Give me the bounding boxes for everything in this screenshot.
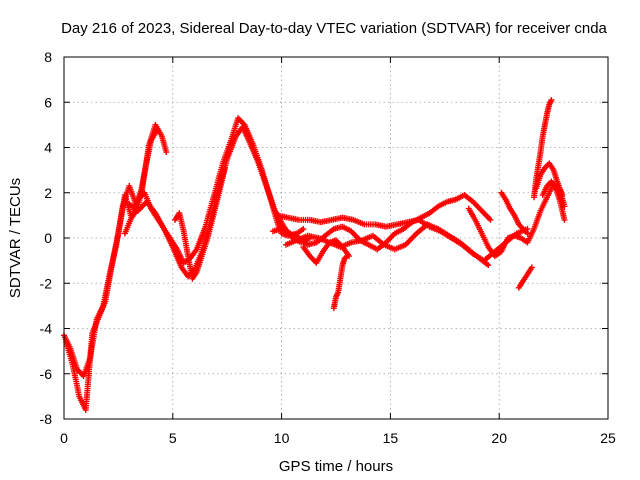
data-point xyxy=(528,264,535,271)
series-track-13 xyxy=(531,96,555,201)
y-axis-label: SDTVAR / TECUs xyxy=(7,178,24,298)
data-point xyxy=(163,149,170,156)
y-tick-label: -2 xyxy=(40,275,53,291)
series-track-15 xyxy=(539,178,568,223)
series-track-5 xyxy=(171,164,229,282)
x-tick-label: 5 xyxy=(169,430,177,446)
data-point xyxy=(342,254,349,261)
series-track-16 xyxy=(515,264,535,291)
data-point xyxy=(561,216,568,223)
axis-ticks xyxy=(63,56,609,420)
x-axis-label: GPS time / hours xyxy=(279,458,393,475)
grid-lines xyxy=(64,57,608,419)
y-tick-label: 6 xyxy=(44,94,52,110)
data-point xyxy=(559,192,566,199)
y-tick-label: 2 xyxy=(44,185,52,201)
y-tick-label: 8 xyxy=(44,49,52,65)
x-tick-labels: 0 5 10 15 20 25 xyxy=(60,430,616,446)
x-tick-label: 15 xyxy=(383,430,399,446)
data-point xyxy=(524,230,531,237)
data-marks xyxy=(61,96,568,413)
series-track-14 xyxy=(533,160,566,199)
series-track-10 xyxy=(330,253,350,312)
x-tick-label: 10 xyxy=(274,430,290,446)
x-tick-label: 25 xyxy=(600,430,616,446)
y-tick-label: -4 xyxy=(40,321,53,337)
chart-title: Day 216 of 2023, Sidereal Day-to-day VTE… xyxy=(61,20,607,37)
y-tick-label: -6 xyxy=(40,366,53,382)
y-tick-label: -8 xyxy=(40,411,53,427)
data-point xyxy=(222,164,229,171)
data-point xyxy=(300,225,307,232)
data-point xyxy=(154,126,161,133)
y-tick-label: 4 xyxy=(44,140,52,156)
series-track-12 xyxy=(498,189,531,237)
y-tick-labels: -8 -6 -4 -2 0 2 4 6 8 xyxy=(40,49,53,427)
data-point xyxy=(343,253,350,260)
data-point xyxy=(485,262,492,269)
data-point xyxy=(487,216,494,223)
x-tick-label: 0 xyxy=(60,430,68,446)
y-tick-label: 0 xyxy=(44,230,52,246)
x-tick-label: 20 xyxy=(491,430,507,446)
data-point xyxy=(548,96,555,103)
